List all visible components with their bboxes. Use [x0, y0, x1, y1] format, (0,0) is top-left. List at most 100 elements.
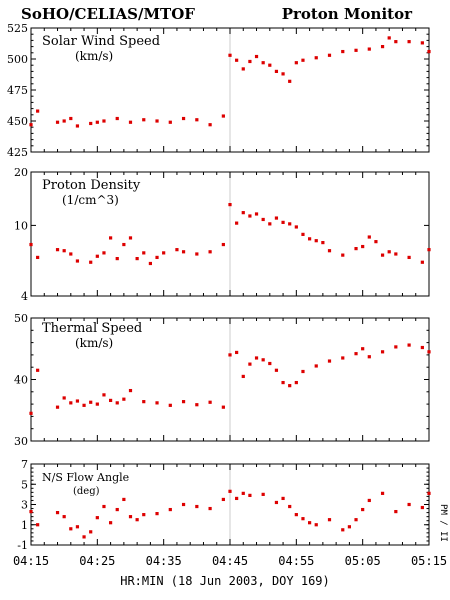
data-point — [95, 254, 99, 258]
data-point — [301, 232, 305, 236]
data-point — [387, 36, 391, 40]
data-point — [407, 40, 411, 44]
y-tick-label: 7 — [21, 458, 28, 471]
data-point — [294, 61, 298, 65]
data-point — [228, 353, 232, 357]
data-point — [235, 496, 239, 501]
data-point — [89, 260, 93, 264]
data-point — [254, 212, 259, 216]
data-point — [427, 350, 431, 354]
data-point — [221, 242, 225, 247]
x-tick-label: 04:55 — [278, 554, 314, 568]
data-point — [288, 384, 292, 388]
data-point — [235, 350, 239, 355]
data-point — [354, 352, 358, 356]
x-axis-tick-labels: 04:15 04:25 04:35 04:45 04:55 05:05 05:15 — [13, 554, 447, 568]
data-point — [274, 216, 279, 220]
data-point — [274, 368, 279, 372]
data-point — [102, 119, 106, 123]
data-point — [288, 504, 292, 509]
data-point — [327, 518, 332, 522]
data-point — [155, 401, 159, 405]
data-point — [281, 496, 285, 501]
data-point — [327, 249, 332, 253]
y-tick-label: 525 — [7, 22, 28, 35]
data-point — [142, 251, 146, 255]
data-point — [55, 511, 60, 515]
data-point — [281, 72, 285, 76]
x-tick-label: 05:05 — [345, 554, 381, 568]
data-point — [221, 405, 225, 409]
data-point — [89, 400, 93, 404]
data-point — [115, 116, 119, 121]
data-point — [228, 202, 232, 207]
data-point — [274, 69, 279, 73]
data-point — [75, 525, 80, 529]
data-point — [281, 220, 285, 224]
y-tick-label: 40 — [14, 374, 28, 387]
x-axis-label: HR:MIN (18 Jun 2003, DOY 169) — [120, 574, 330, 588]
data-point — [347, 525, 351, 529]
y-tick-label: 3 — [21, 499, 28, 512]
data-point — [69, 116, 73, 121]
data-point — [241, 67, 245, 71]
data-point — [195, 403, 199, 407]
data-point — [115, 401, 119, 405]
side-label: PM / II — [438, 504, 448, 542]
data-point — [427, 248, 431, 252]
y-tick-label: 30 — [14, 435, 28, 448]
data-point — [208, 123, 212, 127]
data-point — [69, 401, 73, 405]
data-point — [128, 515, 133, 519]
data-point — [75, 399, 80, 403]
data-point — [82, 535, 86, 539]
data-point — [261, 358, 265, 362]
data-point — [195, 252, 199, 256]
data-point — [354, 247, 358, 251]
data-point — [294, 225, 298, 229]
data-point — [241, 211, 245, 215]
data-point — [367, 355, 371, 359]
data-point — [420, 505, 424, 510]
panel-unit: (km/s) — [75, 336, 113, 350]
data-point — [261, 492, 265, 496]
y-tick-label: 10 — [14, 219, 28, 232]
panel-title: Solar Wind Speed — [42, 34, 160, 49]
data-point — [208, 250, 212, 254]
y-tick-label: 425 — [7, 146, 28, 159]
data-point — [288, 79, 292, 83]
data-point — [55, 248, 60, 252]
data-point — [75, 124, 80, 128]
data-point — [82, 403, 86, 407]
data-point — [327, 53, 332, 57]
data-point — [62, 249, 66, 253]
panel-angle: -1 1 3 5 7 N/S Flow Angle (deg) — [17, 458, 431, 552]
data-point — [394, 252, 398, 256]
data-point — [55, 405, 60, 409]
data-point — [308, 521, 312, 525]
data-point — [248, 214, 252, 218]
y-tick-label: 450 — [7, 115, 28, 128]
x-tick-label: 04:15 — [13, 554, 49, 568]
data-point — [208, 506, 212, 511]
panel-thermal: 30 40 50 Thermal Speed(km/s) — [14, 312, 431, 448]
data-point — [109, 398, 113, 403]
data-point — [142, 513, 146, 517]
data-point — [128, 236, 133, 240]
data-point — [394, 509, 398, 514]
data-point — [102, 504, 106, 509]
data-point — [62, 515, 66, 519]
data-point — [102, 251, 106, 255]
data-point — [241, 374, 245, 379]
data-point — [235, 221, 239, 225]
data-point — [155, 119, 159, 123]
y-tick-label: -1 — [17, 539, 28, 552]
data-point — [254, 54, 259, 59]
data-point — [181, 400, 186, 404]
data-point — [380, 491, 385, 495]
data-point — [341, 253, 345, 257]
data-point — [235, 58, 239, 62]
data-point — [341, 356, 345, 360]
data-point — [281, 380, 285, 385]
